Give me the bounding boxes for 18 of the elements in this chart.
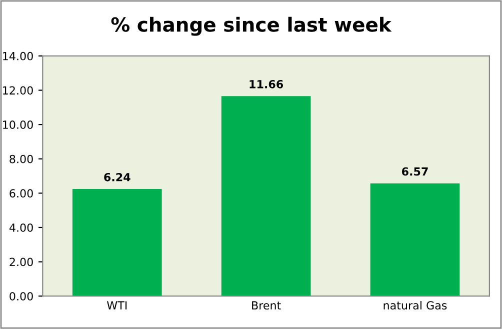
x-tick-label: natural Gas — [384, 300, 447, 310]
data-label: 6.24 — [104, 172, 130, 182]
data-label: 6.57 — [402, 167, 428, 176]
x-tick-label: WTI — [106, 301, 127, 310]
y-tick-label: 0.00 — [10, 292, 33, 300]
y-tick-label: 14.00 — [3, 52, 33, 60]
bar — [221, 96, 311, 296]
data-label: 11.66 — [250, 80, 284, 88]
y-tick-label: 2.00 — [10, 258, 33, 266]
y-tick-label: 8.00 — [10, 154, 33, 164]
chart-title: % change since last week — [111, 16, 392, 36]
y-tick-label: 4.00 — [9, 223, 33, 232]
x-tick-label: Brent — [252, 301, 281, 310]
bar — [370, 183, 460, 296]
bar — [72, 189, 162, 296]
y-tick-label: 12.00 — [3, 86, 33, 95]
y-tick-label: 6.00 — [10, 189, 33, 198]
y-tick-label: 10.00 — [3, 120, 33, 129]
